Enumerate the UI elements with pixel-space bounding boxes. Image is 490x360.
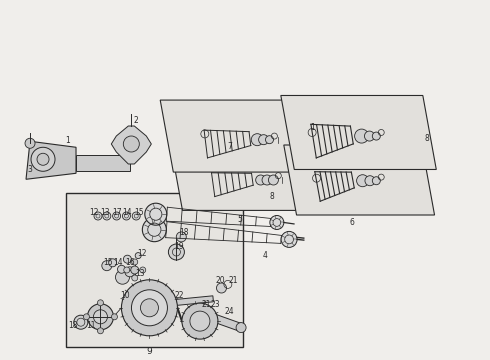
Text: 9: 9 xyxy=(147,346,152,355)
Circle shape xyxy=(357,175,368,187)
Text: 23: 23 xyxy=(211,300,220,309)
Circle shape xyxy=(365,131,374,141)
Circle shape xyxy=(123,255,131,263)
Text: 24: 24 xyxy=(224,307,234,316)
Circle shape xyxy=(269,175,278,185)
Circle shape xyxy=(122,280,177,336)
Text: 18: 18 xyxy=(68,321,77,330)
Circle shape xyxy=(145,203,167,225)
Circle shape xyxy=(123,136,139,152)
Text: 22: 22 xyxy=(174,291,184,300)
Polygon shape xyxy=(284,145,435,215)
Text: 5: 5 xyxy=(238,215,243,224)
Polygon shape xyxy=(209,313,243,331)
Polygon shape xyxy=(26,141,76,179)
Text: 3: 3 xyxy=(27,165,32,174)
Circle shape xyxy=(169,244,184,260)
Circle shape xyxy=(74,315,88,329)
Circle shape xyxy=(372,177,380,185)
Circle shape xyxy=(37,153,49,165)
Text: 10: 10 xyxy=(120,291,130,300)
Circle shape xyxy=(251,134,263,146)
Circle shape xyxy=(176,232,186,242)
Text: 6: 6 xyxy=(349,218,354,227)
Polygon shape xyxy=(170,143,322,210)
Polygon shape xyxy=(111,126,151,164)
Circle shape xyxy=(262,175,272,185)
Polygon shape xyxy=(176,296,214,305)
Circle shape xyxy=(102,261,112,271)
Polygon shape xyxy=(160,100,321,172)
Text: 12: 12 xyxy=(89,208,99,217)
Polygon shape xyxy=(76,155,130,171)
Circle shape xyxy=(94,212,102,220)
Circle shape xyxy=(132,212,140,220)
Circle shape xyxy=(132,275,138,281)
Circle shape xyxy=(140,267,146,273)
Circle shape xyxy=(103,212,111,220)
Text: 16: 16 xyxy=(125,258,135,267)
Circle shape xyxy=(131,266,139,274)
Text: 8: 8 xyxy=(270,192,274,201)
Text: 12: 12 xyxy=(137,249,147,258)
Circle shape xyxy=(109,259,117,267)
Circle shape xyxy=(190,311,210,331)
Circle shape xyxy=(113,212,121,220)
Circle shape xyxy=(111,314,118,320)
Circle shape xyxy=(83,314,90,320)
Circle shape xyxy=(131,290,168,326)
Text: 18: 18 xyxy=(179,228,189,237)
Circle shape xyxy=(365,176,375,186)
Text: 15: 15 xyxy=(134,208,144,217)
Text: 17: 17 xyxy=(112,208,122,217)
Text: 11: 11 xyxy=(86,321,96,330)
Circle shape xyxy=(143,218,166,242)
Text: 1: 1 xyxy=(310,123,315,132)
Circle shape xyxy=(236,323,246,333)
Circle shape xyxy=(372,132,380,140)
Circle shape xyxy=(135,253,141,258)
Circle shape xyxy=(355,129,368,143)
Circle shape xyxy=(122,212,130,220)
Circle shape xyxy=(98,300,103,306)
Circle shape xyxy=(118,265,125,273)
Text: 13: 13 xyxy=(100,208,110,217)
Circle shape xyxy=(259,135,269,145)
Text: 4: 4 xyxy=(262,251,267,260)
Circle shape xyxy=(266,136,273,144)
Text: 7: 7 xyxy=(227,142,232,151)
Text: 21: 21 xyxy=(228,276,238,285)
Circle shape xyxy=(87,304,114,330)
Text: 15: 15 xyxy=(103,258,113,267)
Circle shape xyxy=(132,259,138,265)
Circle shape xyxy=(31,147,55,171)
Circle shape xyxy=(125,267,135,277)
Circle shape xyxy=(116,270,129,284)
Polygon shape xyxy=(281,95,436,170)
Circle shape xyxy=(182,303,218,339)
Circle shape xyxy=(141,299,158,317)
Text: 21: 21 xyxy=(201,300,211,309)
Circle shape xyxy=(25,138,35,148)
Text: 2: 2 xyxy=(134,116,139,125)
Circle shape xyxy=(217,283,226,293)
Circle shape xyxy=(94,310,107,324)
Circle shape xyxy=(124,267,130,273)
Text: 14: 14 xyxy=(122,208,132,217)
Circle shape xyxy=(281,231,297,247)
Text: 14: 14 xyxy=(113,258,122,267)
Text: 8: 8 xyxy=(425,134,430,143)
Circle shape xyxy=(98,328,103,334)
Text: 1: 1 xyxy=(65,136,70,145)
Circle shape xyxy=(270,216,284,229)
Text: 19: 19 xyxy=(174,242,184,251)
Text: 20: 20 xyxy=(216,276,225,285)
Text: 13: 13 xyxy=(135,269,145,278)
Bar xyxy=(66,193,243,347)
Circle shape xyxy=(256,175,266,185)
